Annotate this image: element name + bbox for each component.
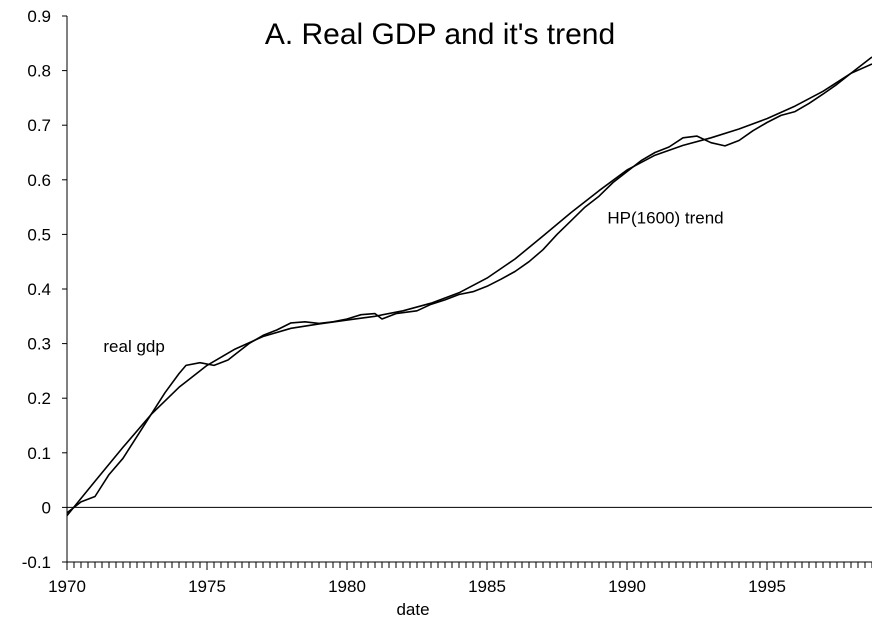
- x-tick-labels: 1970 1975 1980 1985 1990 1995: [48, 577, 786, 596]
- y-tick-label: 0.3: [27, 335, 51, 354]
- annotation-hp-trend: HP(1600) trend: [607, 208, 723, 227]
- y-tick-label: 0.4: [27, 280, 51, 299]
- x-tick-label: 1980: [328, 577, 366, 596]
- x-tick-label: 1975: [188, 577, 226, 596]
- y-tick-label: 0: [42, 498, 51, 517]
- axes: [62, 15, 872, 570]
- series-real-gdp-line: [66, 56, 872, 514]
- y-tick-labels: -0.1 0 0.1 0.2 0.3 0.4 0.5 0.6 0.7 0.8 0.9: [22, 7, 51, 572]
- x-tick-label: 1985: [468, 577, 506, 596]
- y-tick-label: 0.9: [27, 7, 51, 26]
- y-tick-label: 0.7: [27, 116, 51, 135]
- annotation-real-gdp: real gdp: [103, 337, 164, 356]
- y-tick-label: -0.1: [22, 553, 51, 572]
- series-hp-trend-line: [66, 63, 872, 517]
- x-axis-title: date: [396, 600, 429, 619]
- chart-title: A. Real GDP and it's trend: [265, 18, 615, 51]
- x-tick-label: 1970: [48, 577, 86, 596]
- y-tick-label: 0.1: [27, 444, 51, 463]
- series-lines: [66, 56, 872, 517]
- x-tick-label: 1990: [608, 577, 646, 596]
- y-tick-label: 0.8: [27, 62, 51, 81]
- x-tick-label: 1995: [748, 577, 786, 596]
- y-tick-label: 0.6: [27, 171, 51, 190]
- y-tick-label: 0.5: [27, 225, 51, 244]
- y-tick-label: 0.2: [27, 389, 51, 408]
